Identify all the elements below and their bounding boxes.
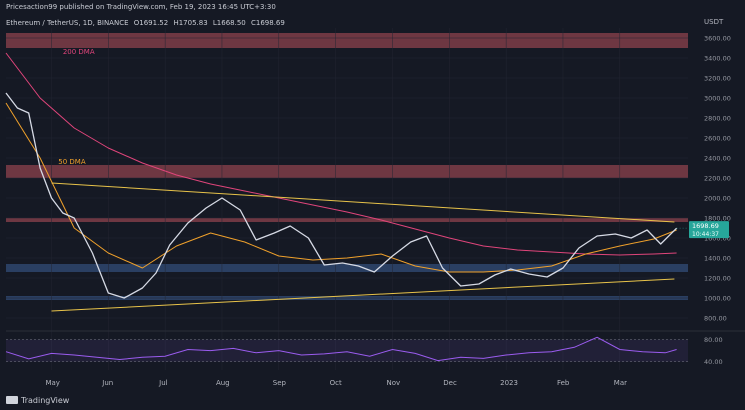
rsi-panel	[5, 336, 688, 362]
symbol-title: Ethereum / TetherUS, 1D, BINANCE	[6, 19, 129, 27]
y-tick-9: 1800.00	[704, 215, 731, 223]
brand-name: TradingView	[21, 396, 70, 405]
x-tick-8: 2023	[500, 379, 518, 387]
y-tick-7: 2200.00	[704, 175, 731, 183]
series-line-2	[5, 92, 678, 299]
x-tick-0: May	[45, 379, 59, 387]
ma-label-1: 50 DMA	[58, 158, 86, 166]
y-tick-1: 3400.00	[704, 55, 731, 63]
label-layer: 200 DMA 50 DMA	[58, 48, 95, 166]
y-tick-10: 1600.00	[704, 235, 731, 243]
series-line-4	[51, 278, 675, 312]
rsi-tick-0: 80.00	[704, 336, 723, 344]
y-tick-14: 800.00	[704, 315, 727, 323]
rsi-tick-1: 40.00	[704, 358, 723, 366]
y-tick-11: 1400.00	[704, 255, 731, 263]
y-tick-12: 1200.00	[704, 275, 731, 283]
zones-layer	[6, 33, 688, 300]
x-tick-10: Mar	[614, 379, 627, 387]
last-price-badge	[689, 221, 729, 239]
y-tick-0: 3600.00	[704, 35, 731, 43]
x-tick-7: Dec	[443, 379, 457, 387]
rsi-line	[5, 336, 677, 362]
x-tick-9: Feb	[557, 379, 570, 387]
rsi-band	[6, 339, 688, 362]
x-tick-1: Jun	[101, 379, 113, 387]
x-tick-4: Sep	[273, 379, 287, 387]
price-axis-panel	[688, 0, 745, 410]
y-tick-3: 3000.00	[704, 95, 731, 103]
x-tick-6: Nov	[386, 379, 400, 387]
last-price-timer: 10:44:37	[692, 231, 719, 238]
publish-caption: Pricesaction99 published on TradingView.…	[6, 3, 276, 11]
y-tick-4: 2800.00	[704, 115, 731, 123]
y-tick-8: 2000.00	[704, 195, 731, 203]
axis-layer: 3600.00 3400.00 3200.00 3000.00 2800.00 2600.…	[6, 0, 745, 410]
series-line-3	[51, 182, 675, 223]
ohlc-high: H1705.83	[173, 19, 208, 27]
x-tick-2: Jul	[158, 379, 168, 387]
symbol-info[interactable]: Ethereum / TetherUS, 1D, BINANCE O1691.5…	[6, 19, 288, 27]
series-line-1	[5, 102, 677, 273]
ohlc-close: C1698.69	[251, 19, 285, 27]
ohlc-low: L1668.50	[212, 19, 246, 27]
x-tick-3: Aug	[216, 379, 230, 387]
tradingview-icon	[6, 396, 18, 404]
ohlc-open: O1691.52	[133, 19, 169, 27]
price-unit: USDT	[704, 18, 724, 26]
tradingview-logo[interactable]: TradingView	[6, 396, 69, 405]
series-layer	[5, 52, 688, 312]
zone-3	[6, 264, 688, 272]
last-price-value: 1698.69	[692, 222, 719, 230]
y-tick-2: 3200.00	[704, 75, 731, 83]
ma-label-0: 200 DMA	[63, 48, 95, 56]
y-tick-5: 2600.00	[704, 135, 731, 143]
zone-0	[6, 33, 688, 48]
x-tick-5: Oct	[330, 379, 342, 387]
zone-2	[6, 218, 688, 222]
y-tick-13: 1000.00	[704, 295, 731, 303]
y-tick-6: 2400.00	[704, 155, 731, 163]
